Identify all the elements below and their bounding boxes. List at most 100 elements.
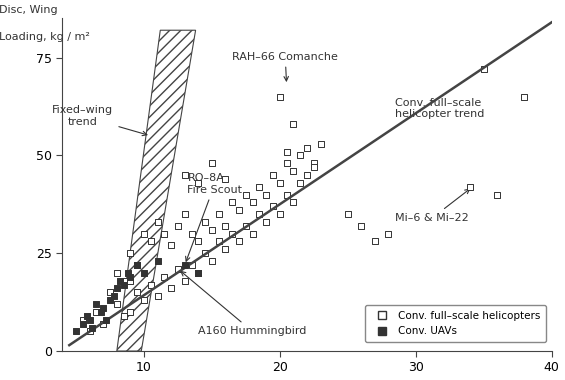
Conv. UAVs [102,317,111,323]
Conv. full–scale helicopters [92,309,101,315]
Conv. UAVs [82,313,92,319]
Conv. full–scale helicopters [167,242,176,249]
Conv. UAVs [153,258,162,264]
Conv. full–scale helicopters [289,121,298,127]
Conv. full–scale helicopters [241,192,250,198]
Conv. full–scale helicopters [207,258,216,264]
Conv. full–scale helicopters [309,164,318,170]
Conv. full–scale helicopters [343,211,352,217]
Conv. full–scale helicopters [133,262,142,268]
Conv. full–scale helicopters [79,317,88,323]
Conv. full–scale helicopters [228,231,237,237]
Conv. full–scale helicopters [282,192,291,198]
Conv. UAVs [123,270,132,276]
Conv. full–scale helicopters [255,211,264,217]
Text: Disc, Wing: Disc, Wing [0,5,58,15]
Conv. full–scale helicopters [160,231,169,237]
Legend: Conv. full–scale helicopters, Conv. UAVs: Conv. full–scale helicopters, Conv. UAVs [366,305,546,342]
Conv. full–scale helicopters [201,219,210,225]
Text: RAH–66 Comanche: RAH–66 Comanche [232,52,338,81]
Conv. full–scale helicopters [466,184,475,190]
Conv. full–scale helicopters [479,66,488,72]
Conv. full–scale helicopters [99,321,108,327]
Conv. full–scale helicopters [187,262,196,268]
Conv. full–scale helicopters [194,238,203,244]
Conv. full–scale helicopters [248,231,257,237]
Conv. UAVs [79,321,88,327]
Conv. full–scale helicopters [234,207,244,213]
Conv. full–scale helicopters [207,227,216,233]
Conv. full–scale helicopters [126,277,135,283]
Conv. full–scale helicopters [384,231,393,237]
Conv. UAVs [106,297,115,303]
Conv. UAVs [194,270,203,276]
Conv. full–scale helicopters [282,160,291,166]
Conv. full–scale helicopters [295,152,305,158]
Conv. UAVs [126,274,135,280]
Conv. full–scale helicopters [357,223,366,229]
Conv. UAVs [88,325,97,331]
Conv. full–scale helicopters [119,277,128,283]
Conv. full–scale helicopters [520,94,529,100]
Conv. full–scale helicopters [268,172,277,178]
Conv. full–scale helicopters [214,238,223,244]
Conv. full–scale helicopters [275,180,284,186]
Conv. full–scale helicopters [106,289,115,295]
Conv. full–scale helicopters [493,192,502,198]
Conv. full–scale helicopters [316,141,325,147]
Conv. UAVs [140,270,149,276]
Conv. full–scale helicopters [194,180,203,186]
Conv. full–scale helicopters [262,219,271,225]
Conv. full–scale helicopters [234,238,244,244]
Conv. full–scale helicopters [194,270,203,276]
Conv. UAVs [180,262,189,268]
Conv. UAVs [92,301,101,307]
Conv. UAVs [85,317,94,323]
Conv. full–scale helicopters [201,250,210,256]
Conv. full–scale helicopters [126,250,135,256]
Text: Mi–6 & Mi–22: Mi–6 & Mi–22 [396,189,470,223]
Conv. full–scale helicopters [221,223,230,229]
Conv. UAVs [96,309,105,315]
Conv. full–scale helicopters [180,277,189,283]
Conv. full–scale helicopters [180,211,189,217]
Conv. full–scale helicopters [295,180,305,186]
Conv. full–scale helicopters [275,94,284,100]
Conv. UAVs [110,293,119,299]
Text: RQ–8A
Fire Scout: RQ–8A Fire Scout [186,173,242,261]
Conv. UAVs [112,285,121,291]
Text: Conv. full–scale
helicopter trend: Conv. full–scale helicopter trend [396,98,485,119]
Conv. full–scale helicopters [140,297,149,303]
Conv. full–scale helicopters [146,282,155,288]
Conv. full–scale helicopters [302,172,311,178]
Conv. full–scale helicopters [221,246,230,252]
Conv. UAVs [99,305,108,311]
Conv. UAVs [133,262,142,268]
Polygon shape [117,30,195,351]
Conv. full–scale helicopters [302,144,311,150]
Conv. UAVs [119,282,128,288]
Conv. full–scale helicopters [221,176,230,182]
Conv. full–scale helicopters [126,309,135,315]
Conv. full–scale helicopters [112,301,121,307]
Conv. full–scale helicopters [112,270,121,276]
Conv. full–scale helicopters [85,328,94,334]
Conv. full–scale helicopters [180,172,189,178]
Conv. full–scale helicopters [289,200,298,206]
Text: Fixed–wing
trend: Fixed–wing trend [53,106,147,136]
Conv. full–scale helicopters [228,200,237,206]
Conv. full–scale helicopters [153,219,162,225]
Conv. full–scale helicopters [207,160,216,166]
Conv. full–scale helicopters [289,168,298,174]
Text: A160 Hummingbird: A160 Hummingbird [181,271,307,336]
Conv. full–scale helicopters [255,184,264,190]
Conv. full–scale helicopters [248,200,257,206]
Conv. full–scale helicopters [214,211,223,217]
Conv. full–scale helicopters [173,223,182,229]
Conv. full–scale helicopters [262,192,271,198]
Text: Loading, kg / m²: Loading, kg / m² [0,32,90,42]
Conv. full–scale helicopters [119,313,128,319]
Conv. full–scale helicopters [371,238,380,244]
Conv. full–scale helicopters [173,266,182,272]
Conv. full–scale helicopters [140,231,149,237]
